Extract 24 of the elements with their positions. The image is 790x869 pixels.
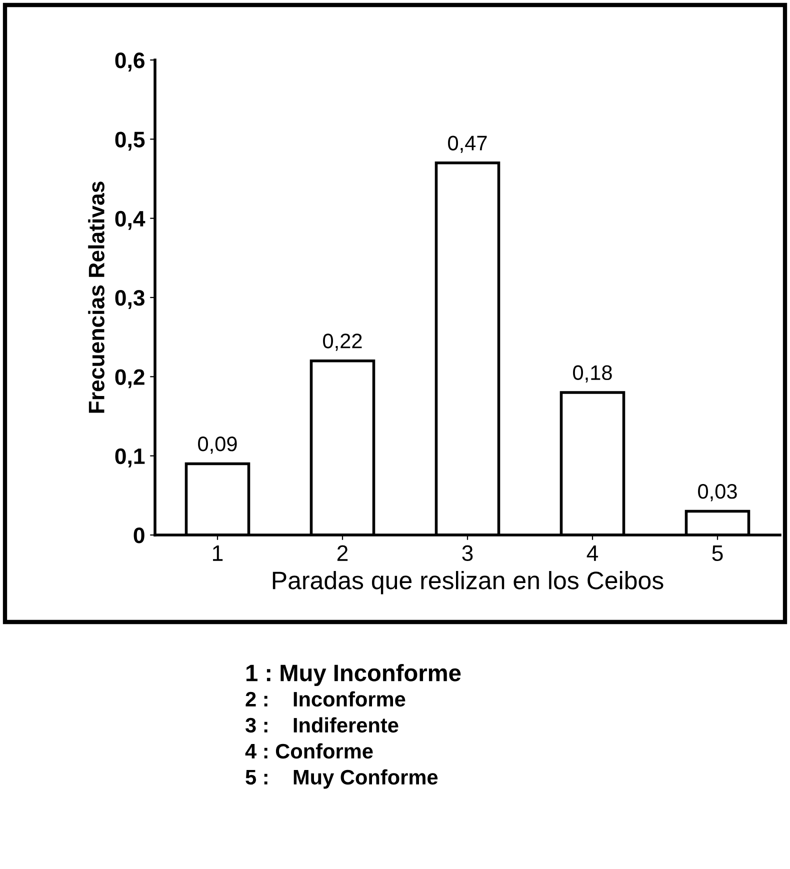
- x-axis-title: Paradas que reslizan en los Ceibos: [272, 570, 664, 594]
- y-axis-title: Frecuencias Relativas: [88, 182, 104, 413]
- y-tick-label: 0,6: [115, 52, 144, 72]
- text: 2 : Inconforme: [246, 691, 406, 707]
- text: 4 : Conforme: [245, 743, 373, 759]
- text: 3 : Indiferente: [245, 717, 398, 733]
- y-tick-label: 0,1: [115, 448, 145, 468]
- x-tick-label: 2: [337, 545, 348, 561]
- x-tick-label: 1: [213, 546, 223, 561]
- x-tick-label: 4: [586, 546, 598, 561]
- text: 5 : Muy Conforme: [246, 769, 438, 789]
- y-tick-label: 0,5: [115, 132, 145, 151]
- text: 1 : Muy Inconforme: [246, 664, 461, 686]
- data-label: 0,03: [698, 484, 737, 502]
- data-label: 0,22: [323, 334, 362, 351]
- y-tick-label: 0,2: [115, 369, 144, 388]
- data-label: 0,18: [573, 365, 612, 383]
- y-tick-label: 0,4: [115, 210, 146, 230]
- y-tick-label: 0: [134, 528, 144, 544]
- data-label: 0,09: [198, 436, 237, 454]
- x-tick-label: 3: [462, 545, 473, 562]
- y-tick-label: 0,3: [115, 290, 144, 309]
- data-label: 0,47: [448, 136, 487, 153]
- x-tick-label: 5: [712, 546, 723, 562]
